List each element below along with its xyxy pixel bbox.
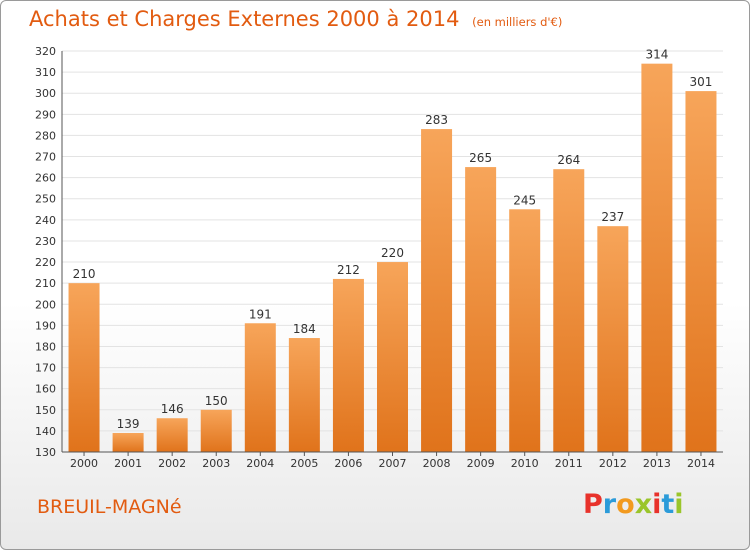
value-label-2007: 220 — [381, 246, 404, 260]
x-tick-label-2003: 2003 — [202, 457, 230, 470]
x-tick-label-2014: 2014 — [687, 457, 715, 470]
y-tick-label: 170 — [35, 362, 56, 375]
y-tick-label: 200 — [35, 298, 56, 311]
y-tick-label: 190 — [35, 319, 56, 332]
y-tick-label: 290 — [35, 108, 56, 121]
bar-2006 — [332, 278, 364, 452]
x-tick-label-2002: 2002 — [158, 457, 186, 470]
chart-subtitle: (en milliers d'€) — [472, 15, 563, 29]
bar-2014 — [685, 91, 717, 452]
logo-letter: t — [661, 489, 675, 520]
bar-2010 — [509, 209, 541, 452]
proxiti-logo[interactable]: Proxiti — [583, 489, 684, 520]
y-tick-label: 280 — [35, 129, 56, 142]
y-tick-label: 220 — [35, 256, 56, 269]
value-label-2002: 146 — [161, 402, 184, 416]
value-label-2003: 150 — [205, 394, 228, 408]
x-tick-label-2009: 2009 — [467, 457, 495, 470]
logo-letter: r — [602, 489, 617, 520]
y-tick-label: 300 — [35, 87, 56, 100]
bar-2002 — [156, 418, 188, 452]
x-tick-label-2001: 2001 — [114, 457, 142, 470]
labels: 130 140 150 160 170 180 190 200 210 220 230 240 250 2… — [35, 45, 715, 470]
bar-2013 — [641, 63, 673, 453]
chart-title-text: Achats et Charges Externes 2000 à 2014 — [29, 7, 460, 31]
bar-2001 — [112, 433, 144, 452]
value-label-2004: 191 — [249, 307, 272, 321]
value-label-2005: 184 — [293, 322, 316, 336]
x-tick-label-2011: 2011 — [555, 457, 583, 470]
logo-letter: o — [616, 489, 635, 520]
value-label-2011: 264 — [557, 153, 580, 167]
bar-2004 — [244, 323, 276, 452]
city-name: BREUIL-MAGNé — [37, 496, 182, 518]
y-tick-label: 230 — [35, 235, 56, 248]
y-tick-label: 320 — [35, 45, 56, 58]
logo-letter: i — [674, 489, 684, 520]
value-label-2000: 210 — [73, 267, 96, 281]
x-tick-label-2012: 2012 — [599, 457, 627, 470]
axes — [61, 51, 723, 456]
bar-2011 — [553, 169, 585, 453]
value-label-2013: 314 — [645, 48, 668, 62]
x-tick-label-2008: 2008 — [423, 457, 451, 470]
bar-2005 — [288, 338, 320, 452]
x-tick-label-2000: 2000 — [70, 457, 98, 470]
logo-letter: x — [634, 489, 653, 520]
chart-title: Achats et Charges Externes 2000 à 2014 (… — [29, 7, 562, 31]
x-tick-label-2006: 2006 — [334, 457, 362, 470]
value-label-2001: 139 — [117, 417, 140, 431]
bar-2009 — [465, 167, 497, 452]
y-tick-label: 160 — [35, 383, 56, 396]
bar-2007 — [377, 262, 408, 452]
x-tick-label-2004: 2004 — [246, 457, 274, 470]
logo-letter: i — [652, 489, 662, 520]
bar-2012 — [597, 226, 629, 452]
bar-2003 — [200, 409, 232, 452]
y-tick-label: 310 — [35, 66, 56, 79]
value-label-2014: 301 — [690, 75, 713, 89]
y-tick-label: 140 — [35, 425, 56, 438]
y-tick-label: 240 — [35, 214, 56, 227]
y-tick-label: 260 — [35, 172, 56, 185]
y-tick-label: 130 — [35, 446, 56, 459]
x-tick-label-2013: 2013 — [643, 457, 671, 470]
bar-2000 — [68, 283, 100, 452]
y-tick-label: 270 — [35, 151, 56, 164]
x-tick-label-2007: 2007 — [379, 457, 407, 470]
value-label-2009: 265 — [469, 151, 492, 165]
value-label-2008: 283 — [425, 113, 448, 127]
x-tick-label-2005: 2005 — [290, 457, 318, 470]
bar-2008 — [421, 129, 453, 452]
x-tick-label-2010: 2010 — [511, 457, 539, 470]
value-label-2006: 212 — [337, 263, 360, 277]
bars — [68, 63, 717, 453]
y-tick-label: 180 — [35, 340, 56, 353]
value-label-2012: 237 — [601, 210, 624, 224]
y-tick-label: 250 — [35, 193, 56, 206]
logo-letter: P — [583, 489, 603, 520]
value-label-2010: 245 — [513, 193, 536, 207]
y-tick-label: 150 — [35, 404, 56, 417]
y-tick-label: 210 — [35, 277, 56, 290]
